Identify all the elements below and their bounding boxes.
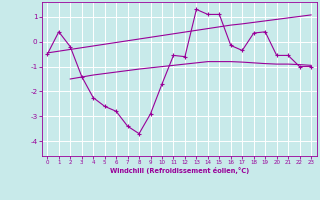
X-axis label: Windchill (Refroidissement éolien,°C): Windchill (Refroidissement éolien,°C) (109, 167, 249, 174)
